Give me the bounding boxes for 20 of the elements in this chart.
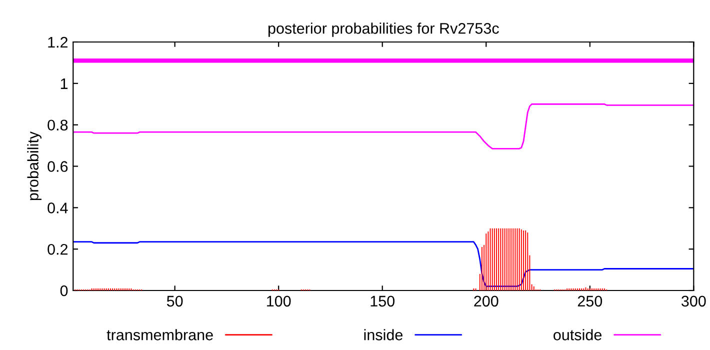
x-tick-label: 250: [578, 296, 602, 307]
legend-label: outside: [554, 329, 602, 340]
legend-label: transmembrane: [106, 329, 213, 340]
y-axis-title: probability: [27, 131, 42, 200]
x-tick-label: 200: [474, 296, 498, 307]
y-tick-label: 0.4: [48, 202, 68, 214]
y-tick-label: 0.2: [48, 244, 68, 255]
y-tick-label: 0.6: [48, 161, 68, 172]
y-tick-label: 1: [60, 78, 68, 89]
x-tick-label: 100: [267, 296, 291, 307]
x-tick-label: 50: [166, 296, 183, 307]
y-tick-label: 0: [60, 285, 68, 296]
legend-label: inside: [364, 329, 403, 340]
chart-title: posterior probabilities for Rv2753c: [268, 22, 499, 37]
x-tick-label: 300: [682, 296, 706, 307]
line-series: [73, 241, 694, 288]
y-tick-label: 1.2: [48, 36, 68, 48]
line-series: [73, 103, 694, 150]
x-tick-label: 150: [370, 296, 395, 307]
y-tick-label: 0.8: [48, 120, 68, 131]
